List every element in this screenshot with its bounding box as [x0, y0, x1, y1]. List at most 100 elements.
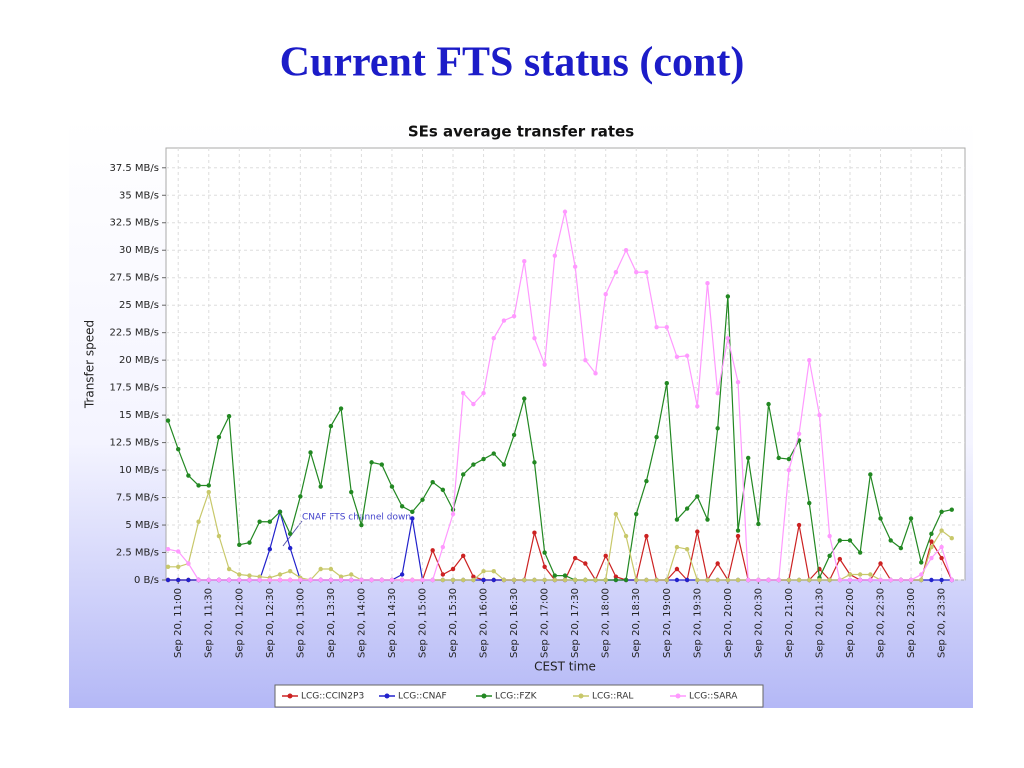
- data-point: [847, 577, 853, 583]
- data-point: [267, 519, 273, 524]
- y-tick-label: 27.5 MB/s: [109, 273, 159, 284]
- data-point: [308, 577, 313, 583]
- data-point: [644, 533, 649, 539]
- data-point: [715, 390, 720, 396]
- data-point: [176, 549, 181, 554]
- data-point: [277, 577, 283, 583]
- data-point: [328, 577, 334, 583]
- legend-marker: [675, 693, 681, 699]
- data-point: [277, 509, 283, 515]
- data-point: [705, 281, 710, 286]
- data-point: [237, 577, 242, 583]
- data-point: [827, 533, 832, 539]
- data-point: [318, 577, 323, 583]
- data-point: [766, 577, 771, 583]
- data-point: [450, 566, 456, 572]
- data-point: [542, 362, 547, 367]
- data-point: [562, 577, 568, 583]
- data-point: [857, 577, 863, 583]
- data-point: [471, 462, 476, 467]
- data-point: [481, 577, 486, 583]
- data-point: [847, 538, 853, 543]
- x-tick-label: Sep 20, 22:30: [876, 588, 887, 658]
- data-point: [481, 456, 486, 462]
- data-point: [338, 406, 344, 411]
- x-tick-label: Sep 20, 19:30: [692, 588, 703, 658]
- data-point: [603, 577, 608, 583]
- data-point: [349, 489, 354, 495]
- legend-marker: [287, 693, 293, 699]
- data-point: [776, 577, 781, 583]
- data-point: [237, 572, 242, 577]
- legend-marker: [384, 693, 390, 699]
- x-tick-label: Sep 20, 21:00: [784, 588, 795, 658]
- data-point: [572, 577, 578, 583]
- data-point: [929, 531, 934, 537]
- data-point: [430, 577, 435, 583]
- data-point: [684, 547, 690, 552]
- data-point: [542, 550, 547, 555]
- data-point: [735, 577, 741, 583]
- data-point: [827, 577, 832, 583]
- data-point: [379, 462, 384, 467]
- data-point: [349, 572, 354, 577]
- y-tick-label: 5 MB/s: [125, 520, 159, 531]
- y-tick-label: 22.5 MB/s: [109, 328, 159, 339]
- data-point: [399, 572, 405, 577]
- data-point: [827, 553, 832, 559]
- x-tick-label: Sep 20, 12:00: [234, 588, 245, 658]
- data-point: [919, 572, 924, 577]
- data-point: [735, 379, 741, 385]
- data-point: [359, 522, 364, 528]
- data-point: [634, 270, 639, 275]
- data-point: [888, 538, 893, 543]
- x-tick-label: Sep 20, 13:00: [295, 588, 306, 658]
- data-point: [888, 577, 893, 583]
- data-point: [603, 291, 608, 297]
- data-point: [277, 572, 283, 577]
- data-point: [807, 357, 812, 363]
- data-point: [318, 484, 323, 489]
- data-point: [684, 506, 690, 511]
- x-axis-label: CEST time: [534, 660, 596, 674]
- data-point: [410, 509, 415, 515]
- data-point: [410, 577, 415, 583]
- data-point: [786, 577, 792, 583]
- data-point: [369, 460, 374, 465]
- data-point: [705, 577, 710, 583]
- data-point: [654, 434, 659, 440]
- data-point: [491, 335, 496, 341]
- data-point: [939, 528, 944, 533]
- x-tick-label: Sep 20, 12:30: [265, 588, 276, 658]
- data-point: [165, 577, 171, 583]
- data-point: [338, 574, 344, 579]
- data-point: [532, 460, 537, 465]
- data-point: [735, 528, 741, 533]
- data-point: [664, 381, 669, 386]
- slide-title: Current FTS status (cont): [280, 40, 745, 86]
- data-point: [756, 521, 761, 527]
- data-point: [817, 577, 822, 583]
- data-point: [328, 566, 334, 572]
- data-point: [807, 500, 812, 506]
- data-point: [196, 519, 201, 524]
- data-point: [613, 270, 619, 275]
- data-point: [420, 577, 425, 583]
- x-tick-label: Sep 20, 16:30: [509, 588, 520, 658]
- legend: [274, 684, 764, 708]
- data-point: [562, 209, 568, 214]
- data-point: [267, 577, 273, 583]
- annotation: CNAF FTS channel down: [302, 513, 411, 523]
- x-tick-label: Sep 20, 15:00: [417, 588, 428, 658]
- data-point: [746, 455, 751, 461]
- data-point: [644, 577, 649, 583]
- data-point: [644, 478, 649, 484]
- data-point: [898, 545, 904, 551]
- data-point: [491, 451, 496, 456]
- data-point: [257, 519, 262, 524]
- data-point: [929, 555, 934, 561]
- data-point: [949, 507, 954, 512]
- data-point: [196, 483, 201, 488]
- data-point: [623, 577, 629, 583]
